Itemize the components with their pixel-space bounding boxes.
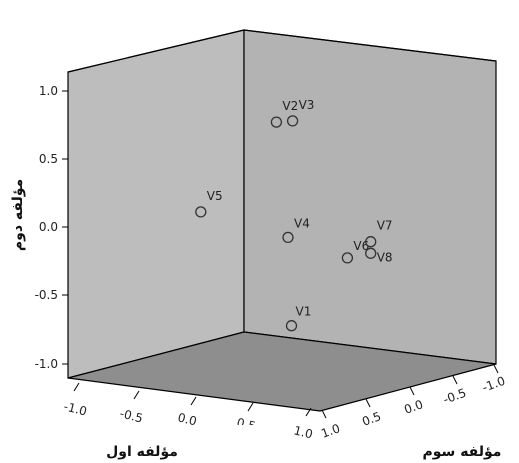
z-tick-mark [493, 364, 499, 374]
data-point-v6 [341, 252, 354, 264]
point-label-v1: V1 [296, 305, 312, 319]
y-axis-title: مؤلفه دوم [10, 179, 26, 251]
z-tick-label: 1.0 [319, 421, 342, 441]
floor [67, 331, 497, 412]
z-tick-mark [321, 409, 327, 419]
z-tick-label: 0.5 [360, 409, 383, 429]
x-tick-mark [247, 402, 254, 412]
x-tick-label: -1.0 [62, 399, 88, 418]
right-top-edge [243, 29, 497, 62]
z-axis-title: مؤلفه سوم [423, 444, 502, 460]
x-tick-mark [305, 407, 312, 417]
data-point-v7 [365, 236, 377, 248]
data-point-v1 [285, 320, 298, 332]
data-point-v2 [270, 116, 283, 128]
x-tick-mark [190, 396, 197, 406]
data-point-v5 [195, 206, 207, 218]
z-tick-mark [365, 398, 371, 408]
x-tick-label: -0.5 [118, 406, 144, 425]
z-tick-label: 0.0 [402, 397, 425, 417]
point-label-v7: V7 [377, 219, 393, 233]
x-tick-mark [133, 390, 140, 400]
x-tick-label: 1.0 [292, 423, 314, 441]
left-wall [67, 29, 245, 379]
y-tick-label: -1.0 [35, 357, 58, 371]
z-tick-mark [452, 375, 458, 385]
point-label-v3: V3 [299, 98, 315, 112]
y-tick-label: 0.5 [39, 152, 58, 166]
point-label-v4: V4 [294, 216, 310, 230]
x-title-backdrop [40, 425, 275, 463]
point-label-v8: V8 [377, 250, 393, 264]
data-point-v4 [282, 231, 294, 244]
back-wall [243, 29, 497, 365]
point-label-v2: V2 [282, 99, 298, 113]
z-tick-label: -1.0 [480, 374, 507, 395]
z-title-backdrop [410, 425, 519, 463]
y-tick-label: -0.5 [35, 288, 58, 302]
x-tick-mark [73, 382, 80, 392]
x-tick-label: 0.0 [176, 410, 198, 428]
z-tick-mark [409, 386, 415, 396]
point-label-v5: V5 [207, 189, 223, 203]
data-point-v8 [365, 247, 377, 259]
y-tick-label: 0.0 [39, 220, 58, 234]
data-point-v3 [286, 115, 299, 127]
z-tick-label: -0.5 [441, 386, 468, 407]
x-axis-title: مؤلفه اول [106, 444, 178, 460]
y-tick-label: 1.0 [39, 84, 58, 98]
front-top-edge [67, 29, 245, 73]
